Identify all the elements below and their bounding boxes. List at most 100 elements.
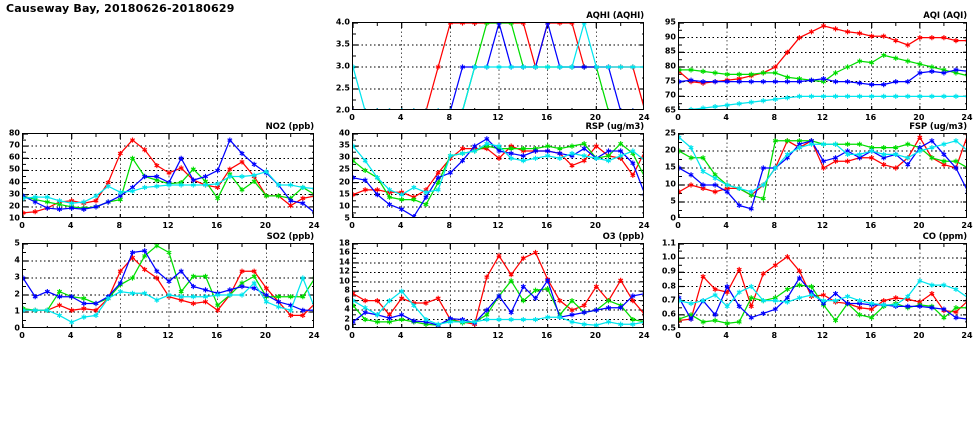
plot-svg-rsp	[353, 134, 643, 217]
series-markers-series1	[679, 254, 966, 324]
x-tick-label: 8	[116, 331, 123, 340]
series-markers-series3	[353, 136, 643, 217]
x-tick-label: 20	[913, 221, 925, 230]
y-tick-label: 25	[338, 164, 350, 174]
y-tick-label: 15	[338, 189, 350, 199]
y-tick-label: 0.5	[661, 323, 676, 333]
y-axis-labels-aqhi: 2.0 2.5 3.0 3.5 4.0	[0, 18, 350, 115]
y-axis-labels-no2: 10 20 30 40 50 60 70 80	[0, 129, 20, 223]
x-tick-label: 0	[19, 221, 25, 230]
panel-no2: NO2 (ppb) 10 20 30 40 50 60 70 80 0 4 8 12 16 20 24	[0, 122, 975, 234]
x-tick-label: 4	[397, 113, 404, 122]
y-tick-label: 3.0	[335, 61, 350, 71]
x-tick-label: 0	[19, 331, 25, 340]
y-tick-label: 10	[338, 276, 350, 286]
x-tick-label: 24	[638, 331, 650, 340]
plot-area-aqi	[678, 22, 967, 110]
panel-title-so2: SO2 (ppb)	[266, 232, 314, 242]
x-tick-label: 16	[211, 221, 223, 230]
y-tick-label: 0	[344, 323, 350, 333]
y-tick-label: 10	[8, 213, 20, 223]
panel-title-rsp: RSP (ug/m3)	[585, 122, 644, 132]
x-tick-label: 8	[446, 331, 453, 340]
y-tick-label: 3.5	[335, 39, 350, 49]
series-markers-series4	[679, 93, 966, 109]
plot-svg-o3	[353, 244, 643, 327]
x-tick-label: 4	[723, 221, 729, 230]
plot-svg-no2	[23, 134, 313, 217]
y-tick-label: 1	[14, 306, 20, 316]
panel-title-no2: NO2 (ppb)	[265, 122, 314, 132]
plot-area-o3	[352, 243, 644, 328]
x-tick-label: 0	[349, 221, 355, 230]
x-tick-label: 20	[913, 331, 925, 340]
panel-fsp: FSP (ug/m3) 0 5 10 15 20 25 0 4 8 12 16 20 24	[0, 122, 975, 234]
panel-rsp: RSP (ug/m3) 5 10 15 20 25 30 35 40 0 4 8 12 16 20 24	[0, 122, 975, 234]
y-axis-labels-co: 0.5 0.6 0.7 0.8 0.9 1.0 1.1	[0, 239, 676, 333]
y-tick-label: 50	[8, 164, 20, 174]
y-tick-label: 5	[14, 238, 20, 248]
plot-svg-so2	[23, 244, 313, 327]
y-tick-label: 0.6	[661, 309, 676, 319]
x-tick-label: 8	[116, 221, 123, 230]
x-tick-label: 12	[162, 221, 174, 230]
panel-aqi: AQI (AQI) 65 70 75 80 85 90 95 0 4 8 12 16 20 24	[0, 11, 975, 126]
y-tick-label: 85	[664, 46, 676, 56]
x-tick-label: 12	[162, 331, 174, 340]
x-tick-label: 0	[675, 113, 681, 122]
plot-svg-aqhi	[353, 23, 643, 109]
series-markers-series3	[679, 67, 966, 88]
y-tick-label: 20	[8, 201, 20, 211]
y-tick-label: 40	[8, 177, 20, 187]
x-tick-label: 16	[865, 221, 877, 230]
x-tick-label: 24	[308, 221, 320, 230]
series-markers-series4	[23, 169, 313, 206]
x-tick-label: 16	[541, 113, 553, 122]
y-tick-label: 0	[670, 213, 676, 223]
y-tick-label: 25	[664, 128, 676, 138]
y-tick-label: 8	[344, 285, 350, 295]
x-tick-label: 20	[259, 331, 271, 340]
x-tick-label: 4	[67, 331, 74, 340]
plot-svg-fsp	[679, 134, 966, 217]
y-tick-label: 0	[14, 323, 20, 333]
x-tick-label: 16	[541, 221, 553, 230]
y-tick-label: 80	[664, 61, 676, 71]
plot-area-fsp	[678, 133, 967, 218]
y-tick-label: 80	[8, 128, 20, 138]
x-tick-label: 12	[492, 113, 504, 122]
plot-area-so2	[22, 243, 314, 328]
series-markers-series4	[353, 23, 643, 109]
x-tick-label: 0	[675, 221, 681, 230]
panel-title-aqi: AQI (AQI)	[923, 11, 967, 21]
series-markers-series4	[679, 278, 966, 309]
x-tick-label: 24	[961, 331, 973, 340]
x-tick-label: 24	[638, 221, 650, 230]
y-tick-label: 2.5	[335, 83, 350, 93]
x-tick-label: 12	[816, 113, 829, 122]
y-tick-label: 1.1	[661, 238, 676, 248]
page-title: Causeway Bay, 20180626-20180629	[6, 2, 235, 15]
panel-title-fsp: FSP (ug/m3)	[909, 122, 967, 132]
x-tick-label: 4	[723, 113, 729, 122]
y-tick-label: 4	[14, 255, 20, 265]
x-tick-label: 12	[492, 221, 504, 230]
x-tick-label: 8	[446, 113, 453, 122]
y-tick-label: 75	[664, 76, 676, 86]
y-tick-label: 6	[344, 295, 350, 305]
x-tick-label: 20	[259, 221, 271, 230]
y-axis-labels-so2: 0 1 2 3 4 5	[0, 239, 20, 333]
series-markers-series3	[23, 248, 313, 313]
x-tick-label: 0	[349, 331, 355, 340]
x-tick-label: 24	[961, 113, 973, 122]
plot-area-co	[678, 243, 967, 328]
x-tick-label: 16	[865, 331, 877, 340]
y-tick-label: 30	[338, 152, 350, 162]
y-tick-label: 30	[8, 189, 20, 199]
series-markers-series4	[353, 141, 643, 198]
series-markers-series3	[679, 138, 966, 212]
panel-aqhi: AQHI (AQHI) 2.0 2.5 3.0 3.5 4.0 0 4 8 12 16 20 24	[0, 11, 975, 126]
y-tick-label: 0.7	[661, 295, 676, 305]
y-tick-label: 2.0	[335, 105, 350, 115]
